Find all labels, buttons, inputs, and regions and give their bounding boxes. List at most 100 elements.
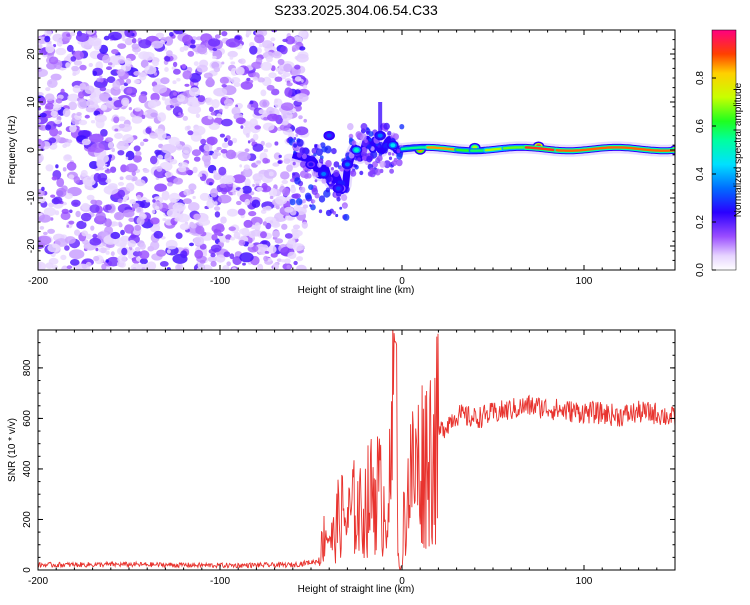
- noise-blob: [249, 80, 254, 83]
- noise-blob: [190, 223, 197, 229]
- noise-blob: [233, 231, 241, 239]
- noise-blob: [244, 198, 251, 206]
- noise-blob: [280, 45, 288, 55]
- x-tick-label: -100: [210, 576, 230, 587]
- y-tick-label: -20: [26, 238, 37, 253]
- noise-blob: [89, 161, 99, 169]
- noise-blob: [113, 211, 125, 221]
- transition-blob: [376, 155, 383, 162]
- noise-blob: [298, 30, 307, 38]
- transition-blob: [336, 197, 341, 202]
- signal-core: [377, 133, 383, 138]
- noise-blob: [295, 133, 299, 137]
- noise-blob: [92, 70, 98, 77]
- transition-blob: [377, 144, 381, 148]
- noise-blob: [240, 125, 244, 129]
- noise-blob: [239, 164, 242, 168]
- noise-blob: [192, 166, 198, 174]
- noise-blob: [136, 216, 145, 226]
- noise-blob: [193, 125, 206, 136]
- noise-blob: [303, 118, 308, 123]
- transition-blob: [317, 162, 322, 168]
- noise-blob: [275, 205, 280, 210]
- transition-blob: [333, 170, 340, 177]
- noise-blob: [186, 170, 194, 175]
- noise-blob: [70, 56, 77, 62]
- noise-blob: [265, 142, 273, 148]
- noise-blob: [188, 87, 201, 97]
- noise-blob: [165, 239, 178, 250]
- noise-blob: [50, 110, 58, 117]
- noise-blob: [125, 182, 135, 192]
- noise-blob: [184, 83, 190, 87]
- y-tick-label: 20: [26, 48, 37, 60]
- transition-blob: [333, 161, 340, 168]
- noise-blob: [264, 250, 270, 254]
- noise-blob: [62, 167, 67, 172]
- noise-blob: [55, 164, 59, 169]
- noise-blob: [244, 178, 251, 186]
- noise-blob: [53, 196, 63, 204]
- noise-blob: [135, 151, 142, 157]
- noise-blob: [176, 77, 181, 82]
- noise-blob: [221, 118, 233, 127]
- transition-blob: [379, 160, 386, 168]
- noise-blob: [292, 224, 301, 230]
- noise-blob: [164, 67, 169, 72]
- noise-blob: [154, 183, 168, 192]
- noise-blob: [225, 234, 232, 240]
- noise-blob: [152, 199, 156, 203]
- noise-blob: [90, 142, 105, 153]
- noise-blob: [249, 45, 258, 55]
- noise-blob: [261, 249, 265, 254]
- noise-blob: [210, 188, 219, 198]
- noise-blob: [139, 258, 148, 265]
- y-tick-label: 0: [22, 567, 33, 573]
- noise-blob: [78, 91, 85, 99]
- noise-blob: [240, 81, 253, 90]
- noise-blob: [118, 123, 125, 129]
- noise-blob: [210, 111, 216, 116]
- noise-blob: [286, 82, 293, 87]
- noise-blob: [242, 262, 246, 266]
- noise-blob: [62, 108, 71, 118]
- noise-blob: [205, 78, 215, 88]
- noise-blob: [52, 33, 63, 42]
- noise-blob: [126, 87, 133, 94]
- noise-blob: [214, 211, 221, 218]
- y-tick-label: 200: [22, 511, 33, 528]
- noise-blob: [265, 56, 273, 63]
- transition-blob: [304, 192, 312, 200]
- noise-blob: [132, 267, 137, 270]
- transition-blob: [368, 131, 374, 137]
- noise-blob: [252, 133, 259, 141]
- noise-blob: [213, 201, 218, 206]
- noise-blob: [246, 77, 251, 82]
- noise-blob: [279, 124, 290, 131]
- transition-blob: [391, 152, 395, 156]
- noise-blob: [244, 148, 250, 153]
- noise-blob: [41, 186, 45, 192]
- noise-blob: [128, 217, 136, 222]
- noise-blob: [182, 34, 194, 45]
- noise-blob: [274, 238, 284, 244]
- noise-blob: [251, 61, 263, 69]
- noise-blob: [106, 256, 120, 267]
- transition-blob: [366, 144, 372, 150]
- noise-blob: [284, 233, 293, 239]
- noise-blob: [117, 198, 123, 204]
- transition-blob: [350, 170, 357, 177]
- noise-blob: [68, 101, 78, 111]
- transition-blob: [293, 150, 296, 154]
- noise-blob: [104, 169, 112, 174]
- noise-blob: [121, 247, 128, 256]
- x-tick-label: 100: [576, 576, 593, 587]
- noise-blob: [125, 174, 134, 181]
- noise-blob: [181, 144, 193, 154]
- noise-blob: [211, 234, 218, 241]
- noise-blob: [45, 124, 52, 131]
- transition-blob: [318, 195, 326, 203]
- noise-blob: [175, 144, 183, 151]
- noise-blob: [156, 249, 167, 257]
- noise-blob: [90, 225, 95, 231]
